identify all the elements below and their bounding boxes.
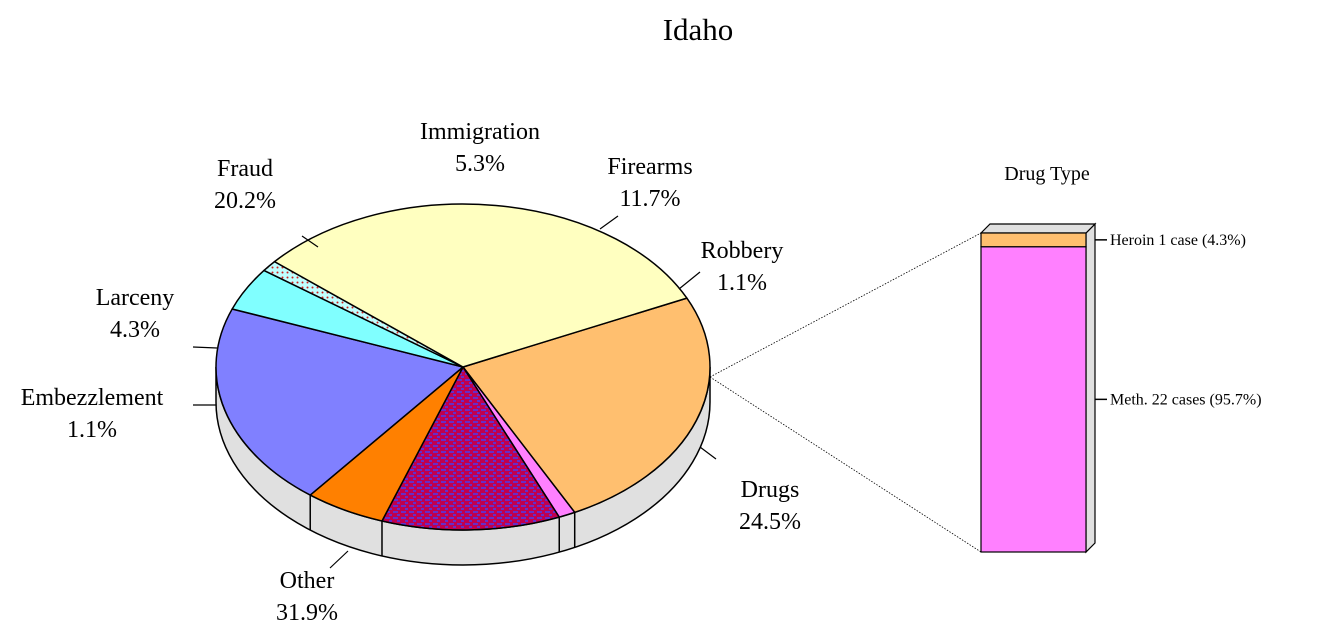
pie-value-immigration: 5.3% <box>455 151 505 177</box>
leader-line-larceny <box>192 346 218 349</box>
pie-value-larceny: 4.3% <box>110 317 160 343</box>
pie-leader-lines <box>192 215 717 569</box>
bar-segment-meth <box>980 246 1087 553</box>
pie-title: Idaho <box>663 12 734 47</box>
bar-label-meth: Meth. 22 cases (95.7%) <box>1110 391 1262 408</box>
pie-value-drugs: 24.5% <box>739 509 801 535</box>
pie-value-other: 31.9% <box>276 600 338 626</box>
connector-top <box>709 232 982 378</box>
bar-segment-heroin <box>980 232 1087 248</box>
pie-value-fraud: 20.2% <box>214 188 276 214</box>
pie-slice-other <box>273 203 688 368</box>
bar-title: Drug Type <box>1004 163 1090 185</box>
pie-label-drugs: Drugs <box>741 477 800 503</box>
pie-label-embezzlement: Embezzlement <box>21 385 164 411</box>
pie-label-fraud: Fraud <box>217 156 273 182</box>
leader-line-drugs <box>699 446 717 460</box>
pie-label-other: Other <box>280 568 335 594</box>
leader-line-firearms <box>599 215 619 230</box>
pie-labels: Drugs 24.5% Robbery 1.1% Firearms 11.7% Immigr… <box>21 119 801 626</box>
pie-label-robbery: Robbery <box>701 238 784 264</box>
bar-top-face <box>979 223 1097 234</box>
leader-line-robbery <box>678 271 701 290</box>
bar-side-face <box>1085 222 1096 554</box>
pie-slice-fraud <box>215 308 464 496</box>
leader-line-fraud <box>301 235 319 248</box>
leader-line-other <box>329 550 349 569</box>
drug-type-bar: Meth. 22 cases (95.7%) Heroin 1 case (4.3… <box>979 222 1262 554</box>
pie-slices <box>215 203 711 531</box>
bar-label-heroin: Heroin 1 case (4.3%) <box>1110 232 1246 249</box>
pie-label-immigration: Immigration <box>420 119 540 145</box>
explode-connector-lines <box>709 232 982 553</box>
pie-slice-drugs <box>462 297 711 514</box>
pie-value-embezzlement: 1.1% <box>67 417 117 443</box>
pie-slice-firearms <box>381 366 560 531</box>
pie-value-robbery: 1.1% <box>717 270 767 296</box>
pie-label-larceny: Larceny <box>96 285 175 311</box>
pie-value-firearms: 11.7% <box>619 186 680 212</box>
pie-label-firearms: Firearms <box>607 154 692 180</box>
